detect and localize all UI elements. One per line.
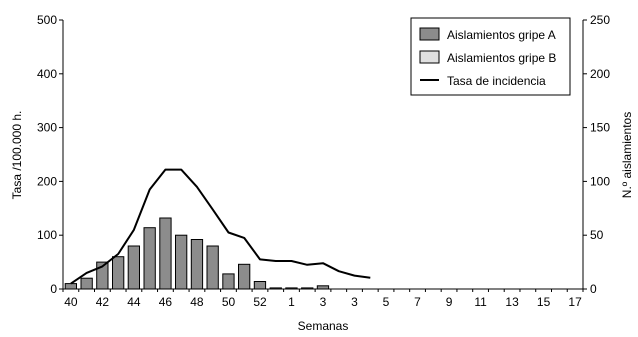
legend-label-gripe-b: Aislamientos gripe B bbox=[447, 51, 556, 65]
bar-gripe-a-week-40 bbox=[64, 283, 77, 290]
x-tick-label: 3 bbox=[351, 295, 358, 309]
right-tick-label: 100 bbox=[590, 174, 610, 188]
x-tick-label: 42 bbox=[96, 295, 110, 309]
bar-gripe-a-week-1 bbox=[269, 287, 282, 290]
x-tick-label: 15 bbox=[537, 295, 551, 309]
x-tick-label: 48 bbox=[190, 295, 204, 309]
bar-gripe-a-week-46 bbox=[159, 217, 172, 290]
right-axis-title: N.º aislamientos bbox=[620, 112, 634, 198]
bars-layer bbox=[64, 217, 330, 290]
x-tick-label: 7 bbox=[414, 295, 421, 309]
legend: Aislamientos gripe A Aislamientos gripe … bbox=[410, 17, 571, 96]
legend-swatch-gripe-b bbox=[419, 50, 440, 64]
left-tick-label: 100 bbox=[37, 228, 57, 242]
x-tick-label: 40 bbox=[64, 295, 78, 309]
x-tick-label: 17 bbox=[568, 295, 582, 309]
x-tick-label: 44 bbox=[127, 295, 141, 309]
x-tick-label: 3 bbox=[320, 295, 327, 309]
legend-swatch-gripe-a bbox=[419, 27, 440, 41]
left-tick-label: 0 bbox=[50, 282, 57, 296]
left-tick-label: 300 bbox=[37, 121, 57, 135]
bar-gripe-a-week-48 bbox=[190, 239, 204, 290]
line-layer bbox=[70, 168, 371, 285]
bar-gripe-a-week-43 bbox=[112, 256, 125, 290]
bar-gripe-a-week-41 bbox=[80, 277, 93, 290]
right-tick-label: 150 bbox=[590, 121, 610, 135]
right-tick-label: 200 bbox=[590, 67, 610, 81]
x-tick-label: 13 bbox=[505, 295, 519, 309]
bar-gripe-a-week-4 bbox=[316, 285, 330, 290]
x-axis-title: Semanas bbox=[298, 319, 349, 333]
legend-label-incidencia: Tasa de incidencia bbox=[447, 74, 546, 88]
bar-gripe-a-week-44 bbox=[127, 245, 140, 290]
left-tick-label: 500 bbox=[37, 13, 57, 27]
incidence-rate-line bbox=[70, 168, 371, 285]
x-tick-label: 50 bbox=[222, 295, 236, 309]
left-tick-label: 400 bbox=[37, 67, 57, 81]
right-tick-label: 50 bbox=[590, 228, 604, 242]
left-axis-title: Tasa /100.000 h. bbox=[10, 111, 24, 200]
bar-gripe-a-week-47 bbox=[175, 234, 188, 290]
x-axis-ticks: 40 42 44 46 48 50 52 1 3 3 5 7 9 11 13 15 17 bbox=[62, 289, 584, 309]
x-tick-label: 52 bbox=[253, 295, 267, 309]
left-axis-ticks: 0 100 200 300 400 500 bbox=[37, 13, 63, 296]
right-tick-label: 250 bbox=[590, 13, 610, 27]
bar-gripe-a-week-52 bbox=[253, 281, 267, 290]
bar-gripe-a-week-51 bbox=[238, 263, 251, 290]
bar-gripe-a-week-49 bbox=[206, 245, 219, 290]
x-tick-label: 9 bbox=[446, 295, 453, 309]
x-tick-label: 11 bbox=[474, 295, 487, 309]
x-tick-label: 5 bbox=[383, 295, 390, 309]
bar-gripe-a-week-50 bbox=[222, 273, 235, 290]
bar-gripe-a-week-2 bbox=[285, 287, 298, 290]
x-tick-label: 46 bbox=[159, 295, 173, 309]
right-axis-ticks: 0 50 100 150 200 250 bbox=[583, 13, 610, 296]
legend-label-gripe-a: Aislamientos gripe A bbox=[447, 28, 556, 42]
bar-gripe-a-week-42 bbox=[96, 261, 109, 290]
bar-gripe-a-week-3 bbox=[301, 287, 314, 290]
left-tick-label: 200 bbox=[37, 174, 57, 188]
right-tick-label: 0 bbox=[590, 282, 597, 296]
x-tick-label: 1 bbox=[288, 295, 295, 309]
bar-gripe-a-week-45 bbox=[143, 227, 156, 290]
